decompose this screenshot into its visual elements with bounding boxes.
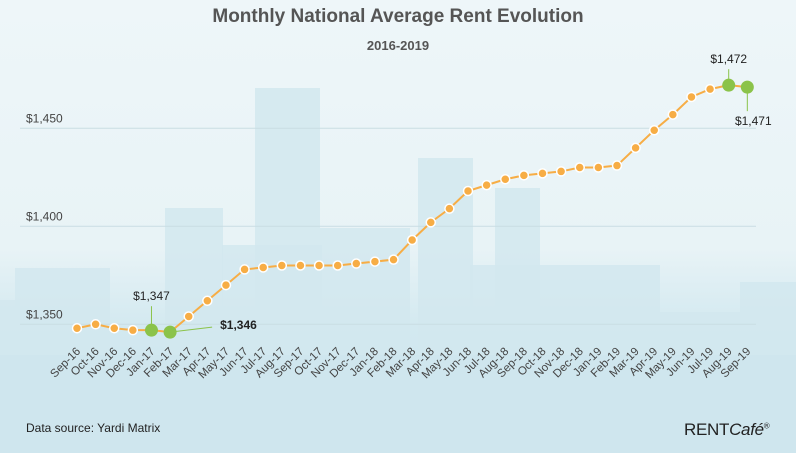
data-point — [518, 170, 530, 181]
data-point — [71, 322, 83, 334]
annotation-label: $1,347 — [133, 289, 170, 303]
data-point — [239, 264, 250, 275]
data-point — [444, 203, 455, 214]
data-point — [388, 254, 399, 265]
data-point — [537, 168, 548, 179]
data-point — [406, 234, 418, 246]
data-point — [667, 109, 679, 120]
y-tick-label: $1,450 — [26, 111, 63, 125]
data-point — [500, 174, 511, 185]
ground — [0, 355, 796, 453]
data-point — [220, 279, 232, 291]
chart-subtitle: 2016-2019 — [366, 38, 430, 53]
data-point — [257, 262, 269, 273]
data-point — [108, 322, 120, 334]
y-tick-label: $1,350 — [26, 307, 63, 321]
highlight-point — [163, 325, 177, 339]
data-source: Data source: Yardi Matrix — [26, 421, 161, 435]
data-point — [462, 185, 474, 197]
series-line — [76, 84, 748, 334]
data-point — [183, 311, 194, 322]
data-point — [704, 83, 716, 95]
annotation-label: $1,472 — [710, 52, 747, 66]
data-point — [90, 319, 101, 330]
data-point — [686, 91, 697, 103]
highlight-point — [144, 323, 158, 337]
data-point — [351, 258, 362, 269]
data-point — [630, 142, 641, 154]
chart-title: Monthly National Average Rent Evolution — [212, 6, 584, 27]
annotation-label: $1,346 — [220, 318, 257, 332]
data-point — [648, 125, 660, 136]
data-point — [481, 179, 492, 191]
data-point — [276, 260, 288, 271]
data-point — [574, 162, 585, 173]
annotation-leader — [170, 326, 213, 333]
data-point — [425, 217, 437, 228]
data-point — [127, 324, 139, 336]
highlight-point — [740, 80, 754, 94]
highlight-point — [722, 78, 736, 92]
data-point — [332, 260, 343, 271]
data-point — [611, 160, 623, 171]
y-tick-label: $1,400 — [26, 209, 63, 223]
rentcafe-logo: RENTCafé® — [684, 420, 770, 439]
data-point — [369, 256, 381, 267]
data-point — [555, 166, 567, 177]
data-point — [593, 162, 604, 173]
data-point — [202, 295, 213, 307]
data-point — [313, 260, 325, 271]
data-point — [295, 260, 306, 271]
annotation-label: $1,471 — [735, 114, 772, 128]
